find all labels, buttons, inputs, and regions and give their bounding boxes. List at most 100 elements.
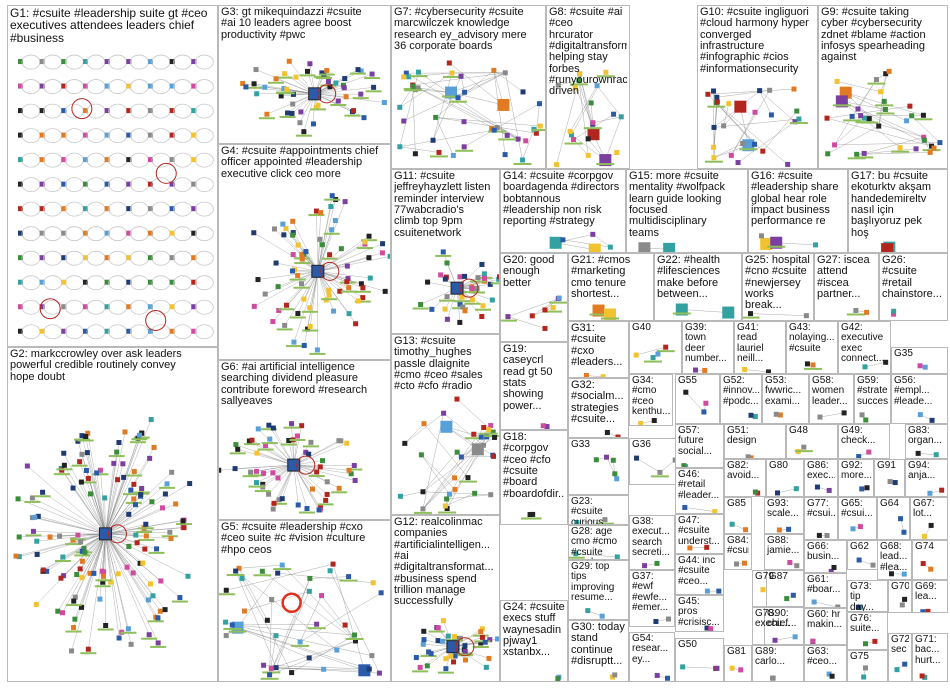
node [314,621,320,627]
node [479,626,485,632]
node [757,88,763,94]
node [883,359,889,365]
node [921,533,927,539]
node [327,568,333,574]
node [714,94,720,100]
node-label [248,474,265,477]
node [904,118,910,124]
group-panel-g42: G42: executive exec connect... [838,321,891,374]
node-label [442,75,461,78]
edge [317,206,332,272]
edge [299,592,382,643]
self-loop [173,177,193,193]
group-panel-g47: G47: #csuite underst... [675,514,724,554]
node [282,322,288,328]
group-graph-g38 [642,560,660,569]
node [16,554,22,560]
node [39,304,45,310]
node [469,297,475,303]
group-panel-g51: G51: design [724,424,786,459]
node [159,505,165,511]
edge [777,488,797,494]
self-loop [194,79,214,94]
node [180,518,186,524]
group-graph-g57 [681,463,688,467]
node [191,83,197,89]
self-loop [108,226,128,242]
node [345,276,351,282]
edge [237,449,294,466]
group-graph-g84 [734,560,748,567]
self-loop [194,128,214,144]
node-label [420,654,437,657]
node [824,115,830,121]
node [223,633,229,639]
node [191,328,197,334]
node [474,285,480,291]
node [344,263,350,269]
node-label [435,254,452,257]
group-graph-g5 [219,561,384,680]
group-label-g56: G56: #empl... #leade... [894,376,933,407]
node [78,539,84,545]
node [929,417,935,423]
node [849,113,855,119]
node-label [226,574,245,577]
node-label [346,468,363,471]
self-loop [86,177,106,193]
node [18,230,23,236]
node-label [321,257,338,260]
group-panel-g27: G27: iscea attend #iscea partner... [814,253,879,321]
node [491,453,497,459]
group-panel-g68: G68: lead... #lea... [877,540,912,580]
edge [418,71,519,140]
node [794,563,800,569]
group-label-g10: G10: #csuite ingliguori #cloud harmony h… [700,7,809,75]
node [328,204,334,210]
group-label-g5: G5: #csuite #leadership #cxo #ceo suite … [221,522,366,556]
node [83,157,88,163]
group-panel-g71: G71: bac... hurt... [912,633,948,682]
edge [412,85,416,154]
node [583,373,589,377]
group-label-g18: G18: #corpgov #ceo #cfo #csuite #board #… [503,432,565,500]
self-loop [43,226,63,242]
group-label-g65: G65: #csui... [841,499,873,520]
node [711,88,717,94]
edge [579,73,593,125]
node [262,291,268,297]
group-graph-g26 [891,308,897,317]
group-label-g21: G21: #cmos #marketing cmo tenure shortes… [571,255,631,300]
node [335,98,341,104]
group-panel-g81: G81 [724,645,752,682]
node [913,146,919,152]
node-label [260,677,279,680]
edge [90,493,106,534]
node [469,285,475,291]
node [266,491,272,497]
group-graph-g64 [898,516,907,535]
node [451,659,457,665]
group-label-g26: G26: #csuite #retail chainstore... [882,255,942,300]
group-panel-g61: G61: #boar... [804,573,847,608]
node-label [283,426,300,429]
node [366,255,372,261]
self-loop [64,324,84,340]
group-graph-g12 [412,618,499,674]
edge [235,444,294,466]
node [310,486,316,492]
group-label-g37: G37: #ewf #ewfe... #emer... [632,572,669,613]
edge [759,90,796,122]
node-label [339,579,358,582]
self-loop [64,250,84,266]
node [39,83,45,89]
group-label-g86: G86: exec... [807,461,835,482]
node [748,412,754,418]
self-loop [71,98,93,120]
node [79,433,85,439]
group-panel-g59: G59: #strategy succes... [854,374,891,424]
node [295,502,301,508]
node-label [583,127,602,130]
node [748,455,754,458]
node [927,149,933,155]
